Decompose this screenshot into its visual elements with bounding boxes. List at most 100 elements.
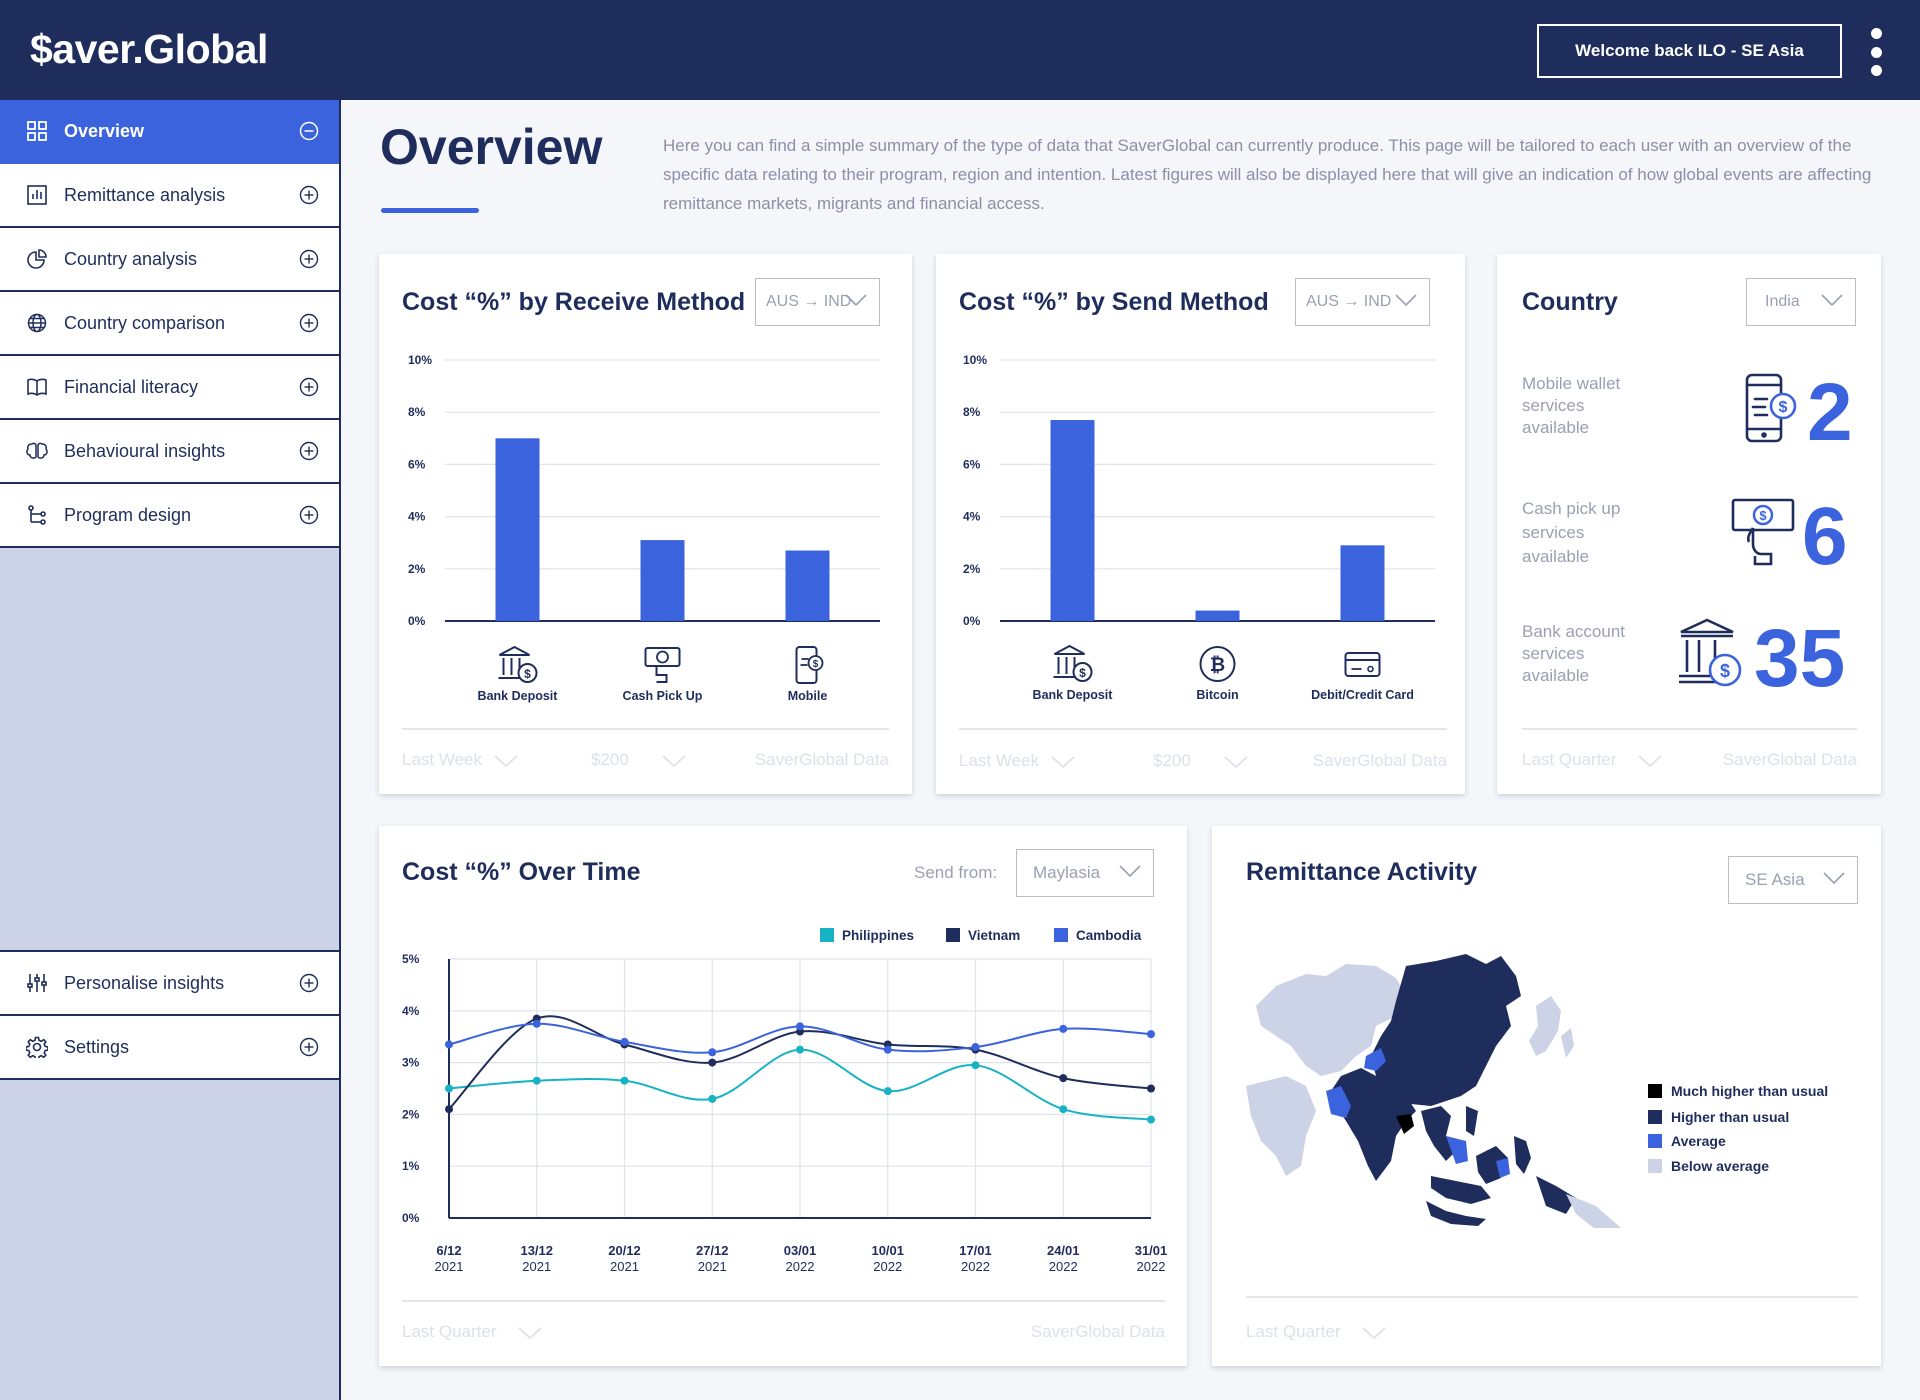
- bar: [785, 550, 830, 621]
- send-from-dropdown[interactable]: Maylasia: [1016, 849, 1154, 897]
- sidebar-item-label: Overview: [64, 120, 145, 141]
- receive-method-card: Cost “%” by Receive Method AUS → IND 10%…: [379, 254, 912, 794]
- top-bar: $aver.Global Welcome back ILO - SE Asia: [0, 0, 1920, 100]
- chevron-down-icon: [1395, 294, 1417, 307]
- x-tick-label: 10/01: [871, 1243, 904, 1258]
- data-point: [1059, 1024, 1068, 1033]
- data-point: [796, 1022, 804, 1031]
- chevron-down-icon[interactable]: [518, 1326, 542, 1340]
- period-filter[interactable]: Last Quarter: [1246, 1322, 1341, 1341]
- asia-map[interactable]: [1246, 936, 1646, 1256]
- more-menu-icon[interactable]: [1866, 28, 1886, 76]
- sidebar-item-remittance-analysis[interactable]: Remittance analysis: [0, 164, 339, 228]
- sidebar-item-personalise-insights[interactable]: Personalise insights: [0, 950, 339, 1016]
- country-dropdown[interactable]: India: [1746, 278, 1856, 326]
- chevron-down-icon[interactable]: [1638, 754, 1662, 768]
- dropdown-value: AUS → IND: [1306, 293, 1392, 310]
- sidebar-item-label: Country comparison: [64, 312, 226, 333]
- x-category-label: Debit/Credit Card: [1311, 688, 1414, 702]
- period-filter[interactable]: Last Quarter: [1522, 750, 1617, 769]
- expand-icon[interactable]: [299, 249, 319, 269]
- x-tick-label: 24/01: [1047, 1243, 1080, 1258]
- data-point: [445, 1105, 453, 1114]
- expand-icon[interactable]: [299, 973, 319, 993]
- sidebar-item-settings[interactable]: Settings: [0, 1016, 339, 1080]
- sidebar-item-financial-literacy[interactable]: Financial literacy: [0, 356, 339, 420]
- banknote: [644, 647, 681, 667]
- expand-icon[interactable]: [299, 441, 319, 461]
- y-tick-label: 6%: [963, 457, 981, 471]
- sidebar-item-label: Country analysis: [64, 248, 198, 269]
- expand-icon[interactable]: [299, 185, 319, 205]
- cash-pickup-icon: $: [1731, 498, 1795, 566]
- legend-item: Much higher than usual: [1648, 1083, 1828, 1099]
- corridor-dropdown[interactable]: AUS → IND: [755, 278, 880, 326]
- chevron-down-icon[interactable]: [1362, 1326, 1386, 1340]
- data-point: [971, 1061, 980, 1070]
- dropdown-value: SE Asia: [1745, 870, 1805, 889]
- data-point: [620, 1037, 629, 1046]
- x-tick-year: 2022: [961, 1259, 990, 1274]
- stat-value: 2: [1807, 367, 1853, 458]
- stat-label: Mobile wallet services available: [1522, 374, 1621, 437]
- y-tick-label: 3%: [402, 1056, 420, 1070]
- card-title: Cost “%” by Send Method: [959, 288, 1269, 316]
- coin: [1072, 662, 1093, 682]
- category-icon: $: [1053, 644, 1093, 682]
- bank-icon: $: [1679, 618, 1742, 687]
- bar: [495, 438, 540, 621]
- card-footer: Last Week $200 SaverGlobal Data: [959, 751, 1447, 771]
- stat-label: Bank account services available: [1522, 622, 1626, 685]
- page-intro: Here you can find a simple summary of th…: [663, 136, 1872, 213]
- corridor-dropdown[interactable]: AUS → IND: [1295, 278, 1430, 326]
- y-tick-label: 10%: [408, 353, 432, 367]
- chevron-down-icon[interactable]: [662, 754, 686, 768]
- welcome-button[interactable]: Welcome back ILO - SE Asia: [1537, 24, 1842, 78]
- period-filter[interactable]: Last Week: [402, 750, 483, 769]
- chevron-down-icon[interactable]: [1051, 755, 1075, 769]
- sidebar-item-label: Behavioural insights: [64, 440, 226, 461]
- coin: [517, 663, 538, 683]
- x-tick-label: 31/01: [1135, 1243, 1168, 1258]
- amount-filter[interactable]: $200: [1153, 751, 1191, 770]
- collapse-icon[interactable]: [299, 121, 319, 141]
- region-dropdown[interactable]: SE Asia: [1728, 856, 1858, 904]
- data-source: SaverGlobal Data: [754, 750, 889, 769]
- legend-swatch: [820, 928, 834, 942]
- y-tick-label: 2%: [402, 1107, 420, 1121]
- stat-value: 6: [1802, 491, 1848, 582]
- stat-value: 35: [1754, 613, 1846, 704]
- sidebar-item-country-comparison[interactable]: Country comparison: [0, 292, 339, 356]
- receive-bar-chart: 10% 8% 6% 4% 2% 0% $ Bank Deposit Cash Pick Up $ M…: [408, 353, 880, 703]
- remittance-activity-card: Remittance Activity SE Asia Much higher …: [1212, 826, 1881, 1366]
- x-tick-label: 03/01: [784, 1243, 817, 1258]
- sidebar-item-overview[interactable]: Overview: [0, 100, 339, 164]
- chevron-down-icon[interactable]: [494, 754, 518, 768]
- y-tick-label: 0%: [963, 614, 981, 628]
- x-category-label: Bank Deposit: [478, 689, 559, 703]
- gear-icon: [26, 1036, 48, 1058]
- expand-icon[interactable]: [299, 505, 319, 525]
- brain-icon: [26, 440, 48, 462]
- sidebar-item-country-analysis[interactable]: Country analysis: [0, 228, 339, 292]
- sidebar-item-program-design[interactable]: Program design: [0, 484, 339, 548]
- bar-chart-icon: [26, 184, 48, 206]
- y-tick-label: 1%: [402, 1159, 420, 1173]
- expand-icon[interactable]: [299, 1037, 319, 1057]
- expand-icon[interactable]: [299, 377, 319, 397]
- grid-icon: [26, 120, 48, 142]
- logo[interactable]: $aver.Global: [30, 26, 268, 72]
- legend-swatch: [1054, 928, 1068, 942]
- period-filter[interactable]: Last Week: [959, 751, 1040, 770]
- bank-roof: [1054, 644, 1085, 655]
- period-filter[interactable]: Last Quarter: [402, 1322, 497, 1341]
- expand-icon[interactable]: [299, 313, 319, 333]
- y-tick-label: 0%: [408, 614, 426, 628]
- card-footer: Last Quarter SaverGlobal Data: [1522, 750, 1857, 770]
- data-source: SaverGlobal Data: [1722, 750, 1857, 769]
- amount-filter[interactable]: $200: [591, 750, 629, 769]
- sidebar-item-behavioural-insights[interactable]: Behavioural insights: [0, 420, 339, 484]
- send-from-label: Send from:: [914, 863, 998, 882]
- x-tick-year: 2022: [873, 1259, 902, 1274]
- chevron-down-icon[interactable]: [1224, 755, 1248, 769]
